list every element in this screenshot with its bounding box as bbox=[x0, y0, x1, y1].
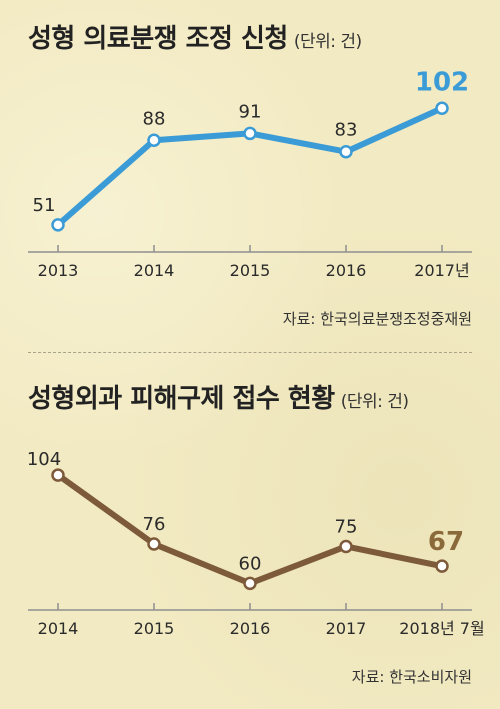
x-tick-label: 2016 bbox=[230, 619, 271, 638]
chart-1-title-text: 성형 의료분쟁 조정 신청 bbox=[28, 24, 288, 54]
x-tick-label: 2014 bbox=[38, 619, 79, 638]
series-line bbox=[55, 105, 445, 228]
x-tick-label: 2016 bbox=[326, 261, 367, 280]
data-label: 104 bbox=[27, 449, 61, 470]
data-point bbox=[51, 218, 65, 232]
data-point bbox=[243, 576, 257, 591]
data-label: 51 bbox=[33, 195, 56, 216]
chart-2-title-text: 성형외과 피해구제 접수 현황 bbox=[28, 384, 335, 414]
data-label: 60 bbox=[239, 553, 262, 574]
data-label-highlight: 102 bbox=[415, 67, 469, 97]
chart-2-title: 성형외과 피해구제 접수 현황 (단위: 건) bbox=[28, 378, 409, 415]
x-tick-label: 2017 bbox=[326, 619, 367, 638]
chart-2-svg: 2014 2015 2016 2017 2018년 7월 104 76 60 75 67 bbox=[27, 449, 485, 638]
data-point bbox=[147, 133, 161, 148]
chart-2-source: 자료: 한국소비자원 bbox=[351, 668, 472, 686]
x-tick-label: 2015 bbox=[134, 619, 175, 638]
data-point bbox=[51, 468, 65, 482]
data-label: 88 bbox=[143, 108, 166, 129]
data-label: 91 bbox=[239, 101, 262, 122]
x-tick-label: 2015 bbox=[230, 261, 271, 280]
chart-panel-2: 성형외과 피해구제 접수 현황 (단위: 건) 2014 2015 2016 2017 2… bbox=[0, 358, 500, 709]
data-point bbox=[339, 144, 353, 159]
data-point bbox=[243, 126, 257, 141]
data-point bbox=[435, 101, 449, 116]
chart-1-unit: (단위: 건) bbox=[293, 32, 362, 52]
x-tick-label: 2018년 7월 bbox=[399, 619, 484, 638]
data-point bbox=[147, 537, 161, 551]
chart-2-unit: (단위: 건) bbox=[340, 392, 409, 412]
chart-1-source: 자료: 한국의료분쟁조정중재원 bbox=[282, 310, 472, 328]
x-tick-label: 2013 bbox=[38, 261, 79, 280]
data-point bbox=[339, 539, 353, 554]
data-point bbox=[435, 559, 449, 573]
data-label: 75 bbox=[335, 516, 358, 537]
chart-panel-1: 성형 의료분쟁 조정 신청 (단위: 건) 2013 2014 2015 2016 201… bbox=[0, 0, 500, 350]
section-divider bbox=[28, 352, 472, 353]
chart-1-title: 성형 의료분쟁 조정 신청 (단위: 건) bbox=[28, 18, 362, 55]
x-tick-label: 2017년 bbox=[414, 261, 469, 280]
data-label-highlight: 67 bbox=[428, 527, 464, 557]
data-label: 83 bbox=[335, 120, 358, 141]
data-label: 76 bbox=[143, 514, 166, 535]
chart-1-svg: 2013 2014 2015 2016 2017년 51 88 91 83 102 bbox=[28, 67, 472, 280]
x-tick-label: 2014 bbox=[134, 261, 175, 280]
